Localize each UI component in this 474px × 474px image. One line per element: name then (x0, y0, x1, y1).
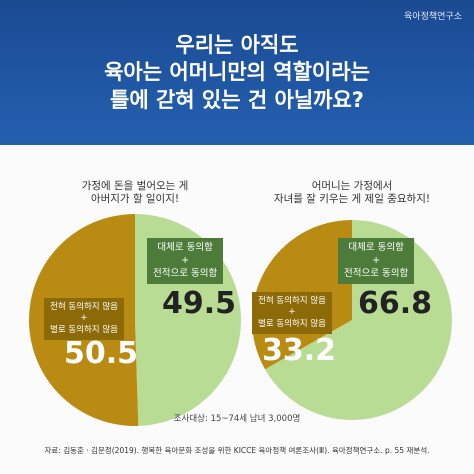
value-label: 33.2 (262, 333, 337, 368)
header (0, 0, 474, 145)
value-label: 50.5 (64, 336, 139, 371)
slice-label: 전혀 동의하지 않음 + 별로 동의하지 않음 (44, 298, 124, 341)
chart-title: 가정에 돈을 벌어오는 게 아버지가 할 일이지! (81, 180, 189, 206)
header-title: 우리는 아직도 육아는 어머니만의 역할이라는 틀에 갇혀 있는 건 아닐까요? (104, 33, 370, 112)
slice-label: 대체로 동의함 + 전적으로 동의함 (338, 238, 415, 285)
logo: 육아정책연구소 (404, 12, 462, 22)
value-label: 66.8 (358, 286, 433, 321)
slice-label: 대체로 동의함 + 전적으로 동의함 (147, 238, 224, 285)
slice-label: 전혀 동의하지 않음 + 별로 동의하지 않음 (252, 292, 332, 335)
value-label: 49.5 (162, 286, 237, 321)
chart-title: 어머니는 가정에서 자녀를 잘 키우는 게 제일 중요하지! (273, 180, 431, 206)
note: 조사대상: 15~74세 남녀 3,000명 (173, 414, 301, 424)
source: 자료: 김동훈 · 김문정(2019). 행복한 육아문화 조성을 위한 KIC… (44, 446, 430, 455)
